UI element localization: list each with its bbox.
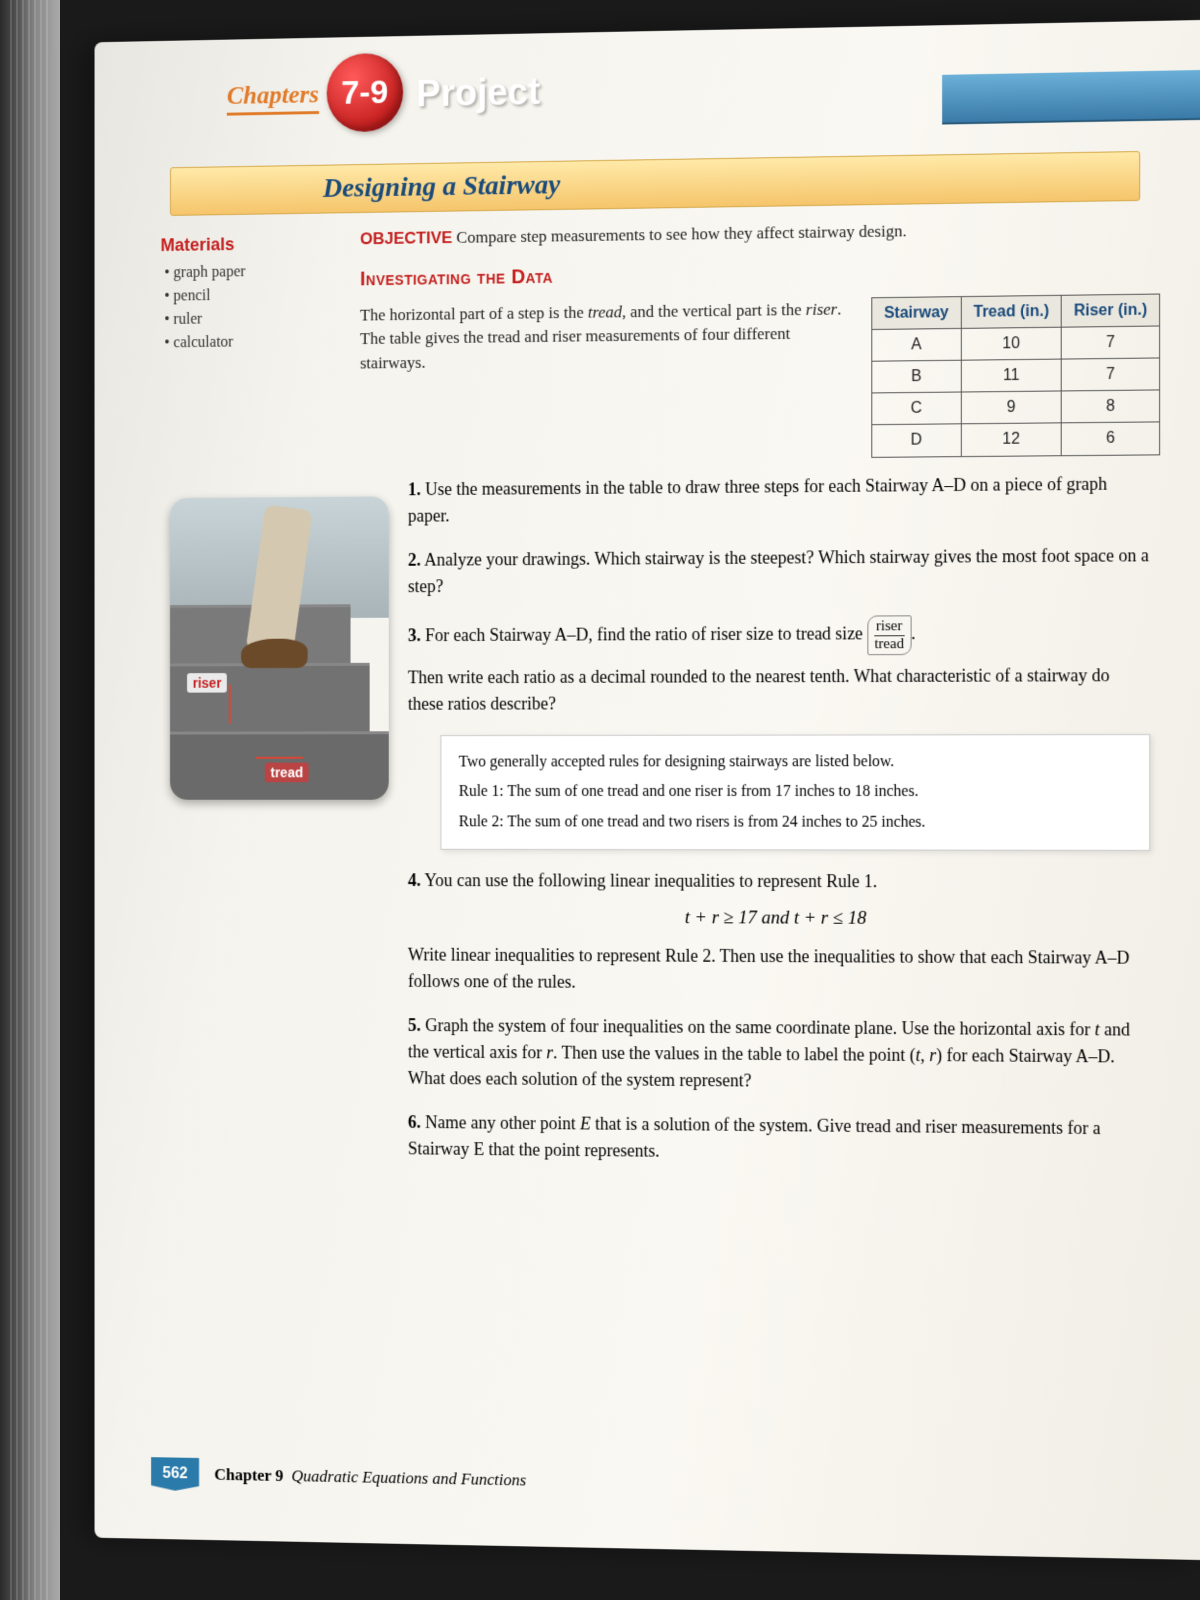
riser-label: riser xyxy=(187,673,227,693)
materials-box: Materials graph paper pencil ruler calcu… xyxy=(161,233,332,355)
section-heading: Investigating the Data xyxy=(360,254,1160,294)
footer-title: Quadratic Equations and Functions xyxy=(292,1467,527,1490)
table-cell: 9 xyxy=(961,391,1061,424)
question-text: Use the measurements in the table to dra… xyxy=(408,474,1107,526)
table-header: Stairway xyxy=(872,296,961,329)
stairway-table: Stairway Tread (in.) Riser (in.) A107 B1… xyxy=(871,293,1160,457)
title-band: Designing a Stairway xyxy=(170,151,1140,216)
table-cell: 7 xyxy=(1061,326,1159,359)
fraction-bottom: tread xyxy=(874,636,904,652)
project-label: Project xyxy=(416,71,540,115)
spine-pages xyxy=(10,0,50,1600)
question-text: Then write each ratio as a decimal round… xyxy=(408,662,1150,717)
project-title: Designing a Stairway xyxy=(323,170,560,205)
list-item: pencil xyxy=(164,283,331,309)
footer-chapter: Chapter 9 xyxy=(214,1465,283,1485)
question-5: 5. Graph the system of four inequalities… xyxy=(408,1012,1150,1097)
rule-2: Rule 2: The sum of one tread and two ris… xyxy=(459,807,1131,838)
table-cell: 12 xyxy=(961,423,1061,456)
questions: 1. Use the measurements in the table to … xyxy=(408,470,1150,1187)
question-text: Analyze your drawings. Which stairway is… xyxy=(408,545,1149,596)
question-text: You can use the following linear inequal… xyxy=(425,871,878,892)
table-header: Riser (in.) xyxy=(1061,294,1159,327)
rules-box: Two generally accepted rules for designi… xyxy=(440,734,1150,851)
question-2: 2. Analyze your drawings. Which stairway… xyxy=(408,542,1150,600)
question-3: 3. For each Stairway A–D, find the ratio… xyxy=(408,614,1150,717)
objective-text: Compare step measurements to see how the… xyxy=(456,221,906,246)
list-item: calculator xyxy=(164,330,331,355)
table-cell: C xyxy=(872,392,961,425)
question-6: 6. Name any other point E that is a solu… xyxy=(408,1109,1150,1169)
table-cell: 8 xyxy=(1061,390,1159,423)
table-cell: B xyxy=(872,360,961,393)
inequality-formula: t + r ≥ 17 and t + r ≤ 18 xyxy=(408,904,1150,935)
question-text: Graph the system of four inequalities on… xyxy=(408,1015,1130,1090)
book-spine xyxy=(0,0,60,1600)
fraction-top: riser xyxy=(874,618,904,635)
stairway-photo: riser tread xyxy=(170,496,389,799)
materials-list: graph paper pencil ruler calculator xyxy=(161,259,332,355)
chapters-label: Chapters xyxy=(227,79,319,115)
textbook-page: Chapters 7-9 Project Designing a Stairwa… xyxy=(95,20,1200,1560)
objective-label: OBJECTIVE xyxy=(360,228,452,248)
table-header: Tread (in.) xyxy=(961,295,1061,328)
table-cell: 6 xyxy=(1061,422,1159,455)
question-text: Name any other point E that is a solutio… xyxy=(408,1112,1101,1160)
page-footer: 562 Chapter 9 Quadratic Equations and Fu… xyxy=(151,1457,526,1497)
question-text: Write linear inequalities to represent R… xyxy=(408,941,1150,998)
table-cell: 11 xyxy=(961,359,1061,392)
table-cell: 10 xyxy=(961,327,1061,360)
tread-label: tread xyxy=(265,763,309,783)
question-4: 4. You can use the following linear ineq… xyxy=(408,868,1150,999)
main-content: OBJECTIVE Compare step measurements to s… xyxy=(360,216,1160,462)
rule-1: Rule 1: The sum of one tread and one ris… xyxy=(459,777,1131,807)
list-item: graph paper xyxy=(164,259,331,285)
list-item: ruler xyxy=(164,306,331,332)
objective: OBJECTIVE Compare step measurements to s… xyxy=(360,216,1160,252)
table-cell: D xyxy=(872,424,961,457)
intro-paragraph: The horizontal part of a step is the tre… xyxy=(360,297,848,376)
table-cell: A xyxy=(872,328,961,361)
question-text: For each Stairway A–D, find the ratio of… xyxy=(425,624,863,646)
chapter-badge: 7-9 xyxy=(327,53,403,133)
table-cell: 7 xyxy=(1061,358,1159,391)
question-1: 1. Use the measurements in the table to … xyxy=(408,470,1150,529)
rules-intro: Two generally accepted rules for designi… xyxy=(459,747,1131,778)
fraction: risertread xyxy=(867,615,911,655)
materials-heading: Materials xyxy=(161,233,332,256)
page-number: 562 xyxy=(151,1457,199,1491)
